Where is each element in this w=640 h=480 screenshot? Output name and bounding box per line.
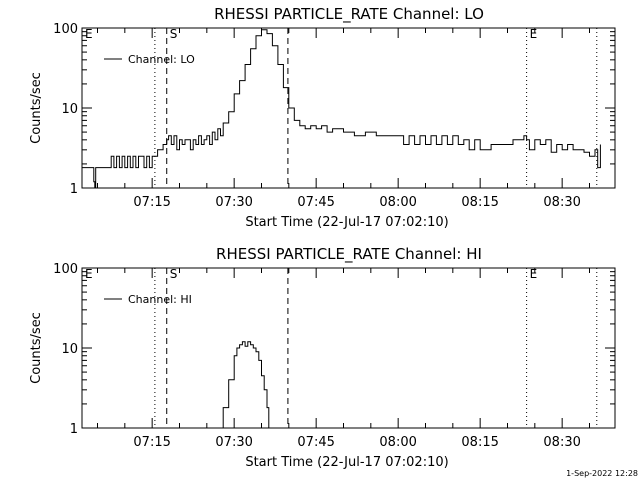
series-line (82, 29, 601, 188)
y-tick-label: 100 (53, 22, 78, 37)
y-tick-label: 100 (53, 262, 78, 277)
y-axis-label: Counts/sec (29, 72, 44, 144)
x-tick-label: 07:15 (133, 435, 170, 450)
x-tick-label: 08:30 (543, 195, 580, 210)
x-tick-label: 07:45 (297, 195, 334, 210)
panel-lo: RHESSI PARTICLE_RATE Channel: LO Counts/… (29, 5, 616, 230)
legend: Channel: HI (104, 293, 192, 306)
x-tick-label: 07:30 (215, 435, 252, 450)
footer-timestamp: 1-Sep-2022 12:28 (566, 469, 638, 478)
x-tick-label: 08:30 (543, 435, 580, 450)
legend-label: Channel: HI (128, 293, 192, 306)
x-tick-label: 07:45 (297, 435, 334, 450)
marker-label: E (85, 27, 93, 41)
y-tick-label: 1 (70, 422, 78, 437)
x-tick-label: 08:00 (379, 195, 416, 210)
series-line (221, 341, 270, 428)
marker-label: E (85, 267, 93, 281)
x-tick-label: 08:15 (461, 195, 498, 210)
x-tick-label: 08:00 (379, 435, 416, 450)
x-axis-label: Start Time (22-Jul-17 07:02:10) (245, 215, 448, 230)
chart-title: RHESSI PARTICLE_RATE Channel: LO (214, 5, 484, 24)
x-axis-label: Start Time (22-Jul-17 07:02:10) (245, 455, 448, 470)
legend: Channel: LO (104, 53, 195, 66)
y-tick-label: 10 (61, 342, 78, 357)
x-tick-label: 07:30 (215, 195, 252, 210)
marker-label: E (530, 27, 538, 41)
y-tick-label: 1 (70, 182, 78, 197)
legend-label: Channel: LO (128, 53, 195, 66)
marker-label: E (530, 267, 538, 281)
y-axis-label: Counts/sec (29, 312, 44, 384)
y-tick-label: 10 (61, 102, 78, 117)
plot-frame (81, 267, 616, 429)
panel-hi: RHESSI PARTICLE_RATE Channel: HI Counts/… (29, 245, 616, 470)
marker-label: S (170, 27, 178, 41)
plot-frame (81, 27, 616, 189)
marker-label: S (170, 267, 178, 281)
x-tick-label: 08:15 (461, 435, 498, 450)
chart-title: RHESSI PARTICLE_RATE Channel: HI (216, 245, 482, 264)
x-tick-label: 07:15 (133, 195, 170, 210)
